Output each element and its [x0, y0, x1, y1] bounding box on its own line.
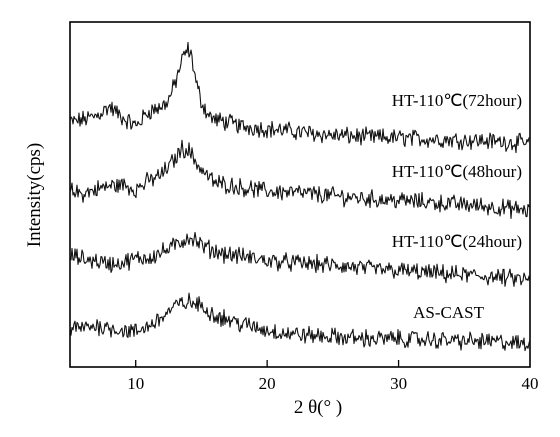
series-line [69, 139, 531, 219]
x-axis-ticks: 10 20 30 40 [127, 360, 539, 393]
x-tick-label: 30 [390, 374, 407, 393]
series-line [69, 292, 531, 352]
y-axis-title: Intensity(cps) [24, 143, 45, 247]
series-label: AS-CAST [413, 303, 484, 322]
series-label: HT-110℃(72hour) [392, 91, 522, 110]
x-axis-title: 2 θ(° ) [294, 397, 342, 418]
series-line [69, 41, 531, 154]
series-label: HT-110℃(24hour) [392, 232, 522, 251]
series-line [69, 231, 531, 287]
x-tick-label: 10 [127, 374, 144, 393]
series-layer: HT-110℃(72hour) HT-110℃(48hour) HT-110℃(24… [69, 41, 531, 352]
x-tick-label: 40 [522, 374, 539, 393]
x-tick-label: 20 [259, 374, 276, 393]
plot-frame [69, 21, 531, 368]
series-label: HT-110℃(48hour) [392, 162, 522, 181]
